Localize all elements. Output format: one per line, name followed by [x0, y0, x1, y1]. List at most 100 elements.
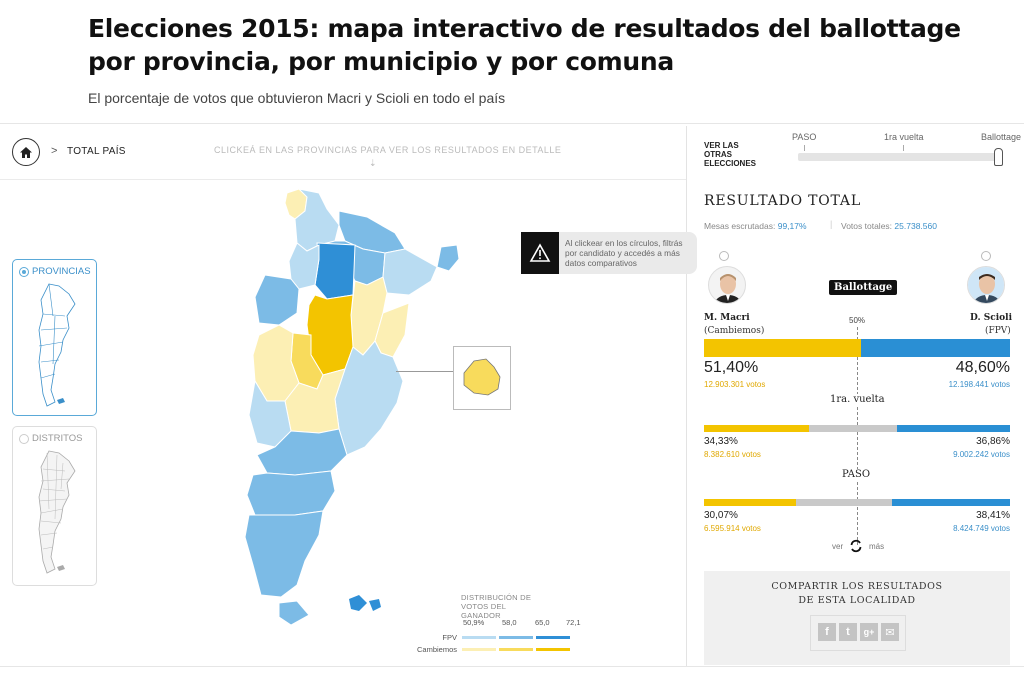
scioli-primera-votes: 9.002.242 votos — [953, 450, 1010, 459]
round-label-paso: PASO — [838, 469, 875, 480]
province-corrientes[interactable] — [382, 248, 438, 296]
ver-label[interactable]: ver — [832, 542, 844, 551]
macri-primera-pct: 34,33% — [704, 436, 738, 447]
provincias-radio[interactable] — [19, 267, 29, 277]
share-box: COMPARTIR LOS RESULTADOS DE ESTA LOCALID… — [704, 571, 1010, 665]
scioli-filter-radio[interactable] — [981, 251, 991, 261]
legend-label-cambiemos: Cambiemos — [417, 645, 458, 654]
macri-name: M. Macri — [704, 313, 750, 323]
ballottage-bar — [704, 339, 1010, 357]
fifty-percent-line — [857, 327, 858, 545]
other-share — [796, 499, 893, 506]
timeline-slider[interactable] — [798, 153, 1001, 161]
distritos-minimap — [38, 450, 76, 574]
legend-tick: 72,1 — [566, 618, 581, 627]
scioli-avatar — [967, 266, 1005, 304]
divider — [0, 123, 1024, 124]
breadcrumb-separator: > — [51, 145, 58, 157]
timeline-handle[interactable] — [994, 148, 1003, 166]
macri-share — [704, 339, 862, 357]
legend-swatch — [536, 648, 570, 651]
results-title: RESULTADO TOTAL — [704, 193, 861, 209]
provincias-label: PROVINCIAS — [32, 266, 91, 277]
other-elections-label: VER LAS OTRAS ELECCIONES — [704, 141, 757, 168]
hint-arrow-icon: ⇣ — [369, 158, 377, 168]
scioli-share — [861, 339, 1010, 357]
legend-title: DISTRIBUCIÓN DE VOTOS DEL GANADOR — [461, 593, 532, 620]
timeline-stage-primera[interactable]: 1ra vuelta — [884, 132, 924, 142]
caba-inset[interactable] — [453, 346, 511, 410]
scioli-ballottage-pct: 48,60% — [955, 359, 1010, 376]
province-santiago[interactable] — [314, 242, 356, 300]
round-badge: Ballottage — [829, 280, 898, 295]
macri-avatar — [708, 266, 746, 304]
timeline-tick — [903, 145, 904, 151]
scioli-primera-pct: 36,86% — [976, 436, 1010, 447]
scioli-paso-votes: 8.424.749 votos — [953, 524, 1010, 533]
refresh-icon[interactable] — [849, 539, 863, 553]
legend-swatch — [536, 636, 570, 639]
legend-tick: 65,0 — [535, 618, 550, 627]
divider — [0, 666, 1024, 667]
province-santacruz[interactable] — [244, 510, 324, 598]
provincias-selector[interactable]: PROVINCIAS — [12, 259, 97, 416]
province-chubut[interactable] — [246, 470, 336, 516]
round-label-primera: 1ra. vuelta — [826, 394, 889, 405]
mesas-escrutadas: Mesas escrutadas: 99,17% — [704, 221, 807, 231]
province-rionegro[interactable] — [256, 428, 348, 476]
primera-vuelta-bar — [704, 425, 1010, 432]
legend-swatch — [462, 648, 496, 651]
timeline-stage-ballottage[interactable]: Ballottage — [981, 132, 1022, 142]
scioli-ballottage-votes: 12.198.441 votos — [948, 380, 1010, 389]
mas-label[interactable]: más — [869, 542, 885, 551]
google-plus-icon[interactable]: g+ — [860, 623, 878, 641]
other-share — [809, 425, 898, 432]
scioli-name: D. Scioli — [970, 313, 1012, 323]
argentina-map — [244, 188, 460, 626]
distritos-label: DISTRITOS — [32, 433, 83, 444]
legend-swatch — [499, 648, 533, 651]
macri-paso-votes: 6.595.914 votos — [704, 524, 761, 533]
macri-filter-radio[interactable] — [719, 251, 729, 261]
twitter-icon[interactable]: t — [839, 623, 857, 641]
inset-connector — [396, 371, 453, 372]
paso-bar — [704, 499, 1010, 506]
legend-tick: 58,0 — [502, 618, 517, 627]
legend-swatch — [499, 636, 533, 639]
page-subtitle: El porcentaje de votos que obtuvieron Ma… — [88, 90, 506, 106]
timeline-stage-paso[interactable]: PASO — [792, 132, 817, 142]
home-button[interactable] — [12, 138, 40, 166]
votos-totales: Votos totales: 25.738.560 — [841, 221, 937, 231]
macri-share — [704, 425, 810, 432]
legend-swatch — [462, 636, 496, 639]
macri-primera-votes: 8.382.610 votos — [704, 450, 761, 459]
info-tooltip: Al clickear en los círculos, filtrás por… — [521, 232, 697, 274]
distritos-selector[interactable]: DISTRITOS — [12, 426, 97, 586]
macri-share — [704, 499, 796, 506]
timeline-tick — [804, 145, 805, 151]
provincias-minimap — [38, 283, 76, 407]
email-icon[interactable]: ✉ — [881, 623, 899, 641]
warning-icon — [521, 232, 559, 274]
home-icon — [20, 146, 32, 158]
islands-malvinas — [349, 595, 381, 611]
scioli-share — [892, 499, 1010, 506]
distritos-radio[interactable] — [19, 434, 29, 444]
facebook-icon[interactable]: f — [818, 623, 836, 641]
macri-paso-pct: 30,07% — [704, 510, 738, 521]
fifty-percent-label: 50% — [849, 316, 866, 325]
share-icons-frame — [810, 615, 906, 651]
province-tierradelfuego[interactable] — [278, 600, 310, 626]
scioli-party: (FPV) — [985, 326, 1011, 336]
meta-separator: | — [830, 219, 833, 229]
page-title: Elecciones 2015: mapa interactivo de res… — [88, 14, 961, 76]
divider — [686, 126, 687, 666]
tooltip-text: Al clickear en los círculos, filtrás por… — [565, 238, 683, 268]
legend-label-fpv: FPV — [442, 633, 457, 642]
caba-map — [463, 358, 501, 396]
province-larioja[interactable] — [254, 274, 300, 326]
province-tucuman[interactable] — [288, 242, 320, 290]
breadcrumb-current: TOTAL PAÍS — [67, 146, 126, 157]
macri-ballottage-votes: 12.903.301 votos — [704, 380, 766, 389]
province-misiones[interactable] — [436, 244, 460, 272]
